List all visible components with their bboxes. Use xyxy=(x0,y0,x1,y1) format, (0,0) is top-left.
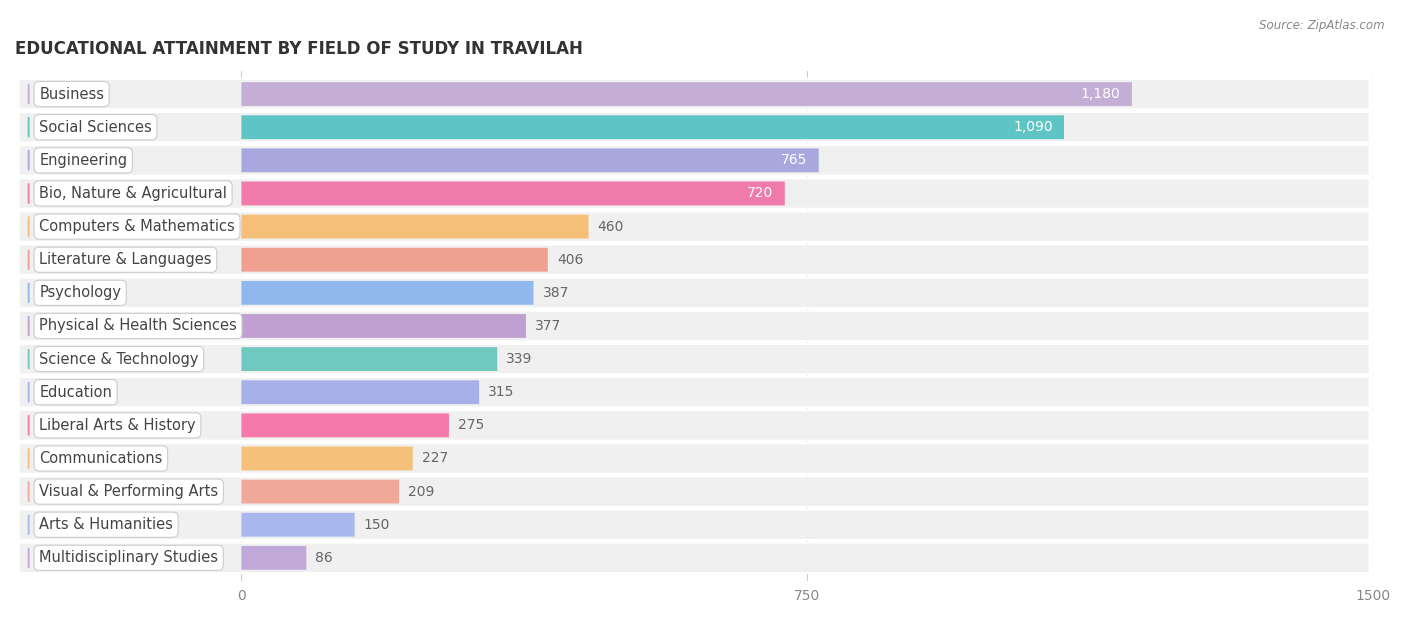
Text: 227: 227 xyxy=(422,452,449,466)
Text: Social Sciences: Social Sciences xyxy=(39,120,152,135)
FancyBboxPatch shape xyxy=(242,248,548,272)
FancyBboxPatch shape xyxy=(242,182,785,206)
FancyBboxPatch shape xyxy=(242,413,449,437)
FancyBboxPatch shape xyxy=(18,178,1369,209)
Text: 406: 406 xyxy=(557,253,583,267)
Text: 720: 720 xyxy=(747,187,773,201)
FancyBboxPatch shape xyxy=(18,145,1369,175)
Text: Source: ZipAtlas.com: Source: ZipAtlas.com xyxy=(1260,19,1385,32)
Text: Literature & Languages: Literature & Languages xyxy=(39,252,212,267)
Text: 339: 339 xyxy=(506,352,533,366)
FancyBboxPatch shape xyxy=(18,112,1369,143)
Text: Science & Technology: Science & Technology xyxy=(39,351,198,367)
Text: Business: Business xyxy=(39,86,104,102)
FancyBboxPatch shape xyxy=(18,543,1369,573)
FancyBboxPatch shape xyxy=(18,377,1369,408)
Text: EDUCATIONAL ATTAINMENT BY FIELD OF STUDY IN TRAVILAH: EDUCATIONAL ATTAINMENT BY FIELD OF STUDY… xyxy=(15,40,583,58)
FancyBboxPatch shape xyxy=(18,509,1369,540)
FancyBboxPatch shape xyxy=(18,476,1369,507)
FancyBboxPatch shape xyxy=(242,546,307,570)
Text: 150: 150 xyxy=(364,517,389,532)
Text: Arts & Humanities: Arts & Humanities xyxy=(39,517,173,532)
Text: 275: 275 xyxy=(458,418,484,432)
FancyBboxPatch shape xyxy=(242,215,589,239)
FancyBboxPatch shape xyxy=(242,148,818,172)
FancyBboxPatch shape xyxy=(18,244,1369,275)
Text: 1,180: 1,180 xyxy=(1081,87,1121,101)
Text: Physical & Health Sciences: Physical & Health Sciences xyxy=(39,319,236,333)
Text: Communications: Communications xyxy=(39,451,163,466)
Text: 315: 315 xyxy=(488,386,515,399)
Text: Psychology: Psychology xyxy=(39,285,121,300)
Text: 377: 377 xyxy=(534,319,561,333)
Text: 86: 86 xyxy=(315,551,333,565)
FancyBboxPatch shape xyxy=(242,447,413,470)
Text: Engineering: Engineering xyxy=(39,153,128,168)
Text: 460: 460 xyxy=(598,220,624,233)
FancyBboxPatch shape xyxy=(18,79,1369,109)
FancyBboxPatch shape xyxy=(242,115,1064,139)
Text: Liberal Arts & History: Liberal Arts & History xyxy=(39,418,195,433)
Text: Computers & Mathematics: Computers & Mathematics xyxy=(39,219,235,234)
FancyBboxPatch shape xyxy=(18,410,1369,440)
FancyBboxPatch shape xyxy=(242,281,533,305)
Text: Bio, Nature & Agricultural: Bio, Nature & Agricultural xyxy=(39,186,226,201)
Text: 765: 765 xyxy=(782,153,807,167)
Text: 209: 209 xyxy=(408,485,434,498)
FancyBboxPatch shape xyxy=(18,443,1369,474)
FancyBboxPatch shape xyxy=(242,480,399,504)
Text: Education: Education xyxy=(39,385,112,399)
FancyBboxPatch shape xyxy=(18,211,1369,242)
FancyBboxPatch shape xyxy=(18,310,1369,341)
FancyBboxPatch shape xyxy=(18,278,1369,308)
FancyBboxPatch shape xyxy=(242,314,526,338)
FancyBboxPatch shape xyxy=(242,380,479,404)
FancyBboxPatch shape xyxy=(242,347,498,371)
FancyBboxPatch shape xyxy=(242,513,354,536)
Text: Visual & Performing Arts: Visual & Performing Arts xyxy=(39,484,218,499)
Text: Multidisciplinary Studies: Multidisciplinary Studies xyxy=(39,550,218,565)
Text: 387: 387 xyxy=(543,286,569,300)
Text: 1,090: 1,090 xyxy=(1014,121,1053,134)
FancyBboxPatch shape xyxy=(18,344,1369,374)
FancyBboxPatch shape xyxy=(242,82,1132,106)
